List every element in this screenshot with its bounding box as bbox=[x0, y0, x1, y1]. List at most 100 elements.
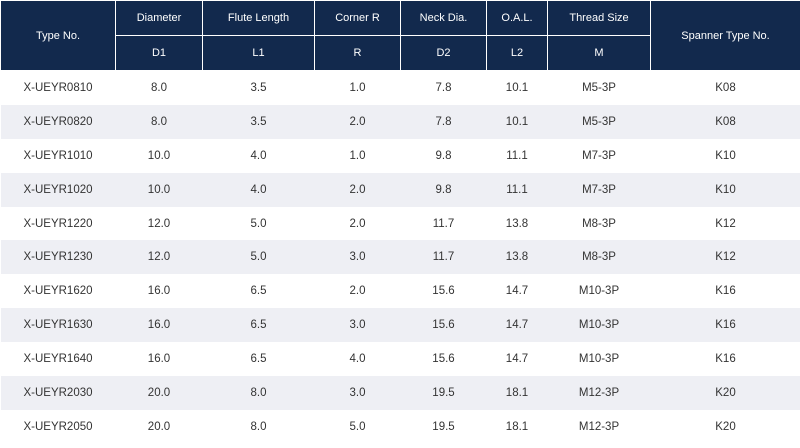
oal-cell: 10.1 bbox=[486, 104, 548, 139]
table-row: X-UEYR1020 10.0 4.0 2.0 9.8 11.1 M7-3P K10 bbox=[0, 172, 800, 207]
corner-r-cell: 2.0 bbox=[314, 104, 401, 139]
neck-dia-cell: 7.8 bbox=[400, 70, 487, 105]
spanner-type-cell: K08 bbox=[650, 70, 800, 105]
corner-r-cell: 1.0 bbox=[314, 138, 401, 173]
type-no-cell: X-UEYR1630 bbox=[0, 308, 116, 343]
neck-dia-cell: 9.8 bbox=[400, 138, 487, 173]
spanner-type-cell: K16 bbox=[650, 274, 800, 309]
flute-length-cell: 3.5 bbox=[202, 70, 315, 105]
thread-size-cell: M8-3P bbox=[547, 240, 651, 275]
table-row: X-UEYR1620 16.0 6.5 2.0 15.6 14.7 M10-3P K16 bbox=[0, 274, 800, 309]
flute-length-cell: 6.5 bbox=[202, 274, 315, 309]
table-row: X-UEYR1010 10.0 4.0 1.0 9.8 11.1 M7-3P K10 bbox=[0, 138, 800, 173]
flute-length-cell: 8.0 bbox=[202, 409, 315, 444]
thread-size-cell: M12-3P bbox=[547, 376, 651, 410]
neck-dia-cell: 15.6 bbox=[400, 342, 487, 377]
spanner-type-cell: K20 bbox=[650, 409, 800, 444]
corner-r-cell: 3.0 bbox=[314, 308, 401, 343]
flute-length-cell: 4.0 bbox=[202, 172, 315, 207]
spanner-type-cell: K08 bbox=[650, 104, 800, 139]
diameter-cell: 16.0 bbox=[115, 342, 203, 377]
header-symbol-r: R bbox=[314, 35, 401, 71]
neck-dia-cell: 11.7 bbox=[400, 206, 487, 241]
header-thread-size: Thread Size bbox=[547, 0, 651, 36]
corner-r-cell: 2.0 bbox=[314, 274, 401, 309]
flute-length-cell: 5.0 bbox=[202, 240, 315, 275]
oal-cell: 11.1 bbox=[486, 172, 548, 207]
table-row: X-UEYR2030 20.0 8.0 3.0 19.5 18.1 M12-3P K20 bbox=[0, 376, 800, 410]
diameter-cell: 20.0 bbox=[115, 376, 203, 410]
neck-dia-cell: 19.5 bbox=[400, 409, 487, 444]
corner-r-cell: 2.0 bbox=[314, 206, 401, 241]
neck-dia-cell: 19.5 bbox=[400, 376, 487, 410]
thread-size-cell: M5-3P bbox=[547, 104, 651, 139]
oal-cell: 13.8 bbox=[486, 206, 548, 241]
thread-size-cell: M5-3P bbox=[547, 70, 651, 105]
table-row: X-UEYR1220 12.0 5.0 2.0 11.7 13.8 M8-3P K12 bbox=[0, 206, 800, 241]
thread-size-cell: M10-3P bbox=[547, 342, 651, 377]
oal-cell: 14.7 bbox=[486, 274, 548, 309]
corner-r-cell: 1.0 bbox=[314, 70, 401, 105]
flute-length-cell: 8.0 bbox=[202, 376, 315, 410]
thread-size-cell: M12-3P bbox=[547, 409, 651, 444]
spanner-type-cell: K16 bbox=[650, 342, 800, 377]
neck-dia-cell: 11.7 bbox=[400, 240, 487, 275]
header-corner-r: Corner R bbox=[314, 0, 401, 36]
type-no-cell: X-UEYR2030 bbox=[0, 376, 116, 410]
header-symbol-d2: D2 bbox=[400, 35, 487, 71]
header-symbol-d1: D1 bbox=[115, 35, 203, 71]
type-no-cell: X-UEYR2050 bbox=[0, 409, 116, 444]
header-spanner-type: Spanner Type No. bbox=[650, 0, 800, 71]
oal-cell: 14.7 bbox=[486, 308, 548, 343]
type-no-cell: X-UEYR1220 bbox=[0, 206, 116, 241]
header-neck-dia: Neck Dia. bbox=[400, 0, 487, 36]
table-row: X-UEYR0810 8.0 3.5 1.0 7.8 10.1 M5-3P K08 bbox=[0, 70, 800, 105]
table-row: X-UEYR2050 20.0 8.0 5.0 19.5 18.1 M12-3P K20 bbox=[0, 409, 800, 444]
oal-cell: 18.1 bbox=[486, 376, 548, 410]
thread-size-cell: M10-3P bbox=[547, 274, 651, 309]
flute-length-cell: 6.5 bbox=[202, 308, 315, 343]
spanner-type-cell: K10 bbox=[650, 172, 800, 207]
table-row: X-UEYR1230 12.0 5.0 3.0 11.7 13.8 M8-3P K12 bbox=[0, 240, 800, 275]
diameter-cell: 8.0 bbox=[115, 70, 203, 105]
diameter-cell: 10.0 bbox=[115, 172, 203, 207]
type-no-cell: X-UEYR1230 bbox=[0, 240, 116, 275]
corner-r-cell: 4.0 bbox=[314, 342, 401, 377]
diameter-cell: 12.0 bbox=[115, 206, 203, 241]
header-diameter: Diameter bbox=[115, 0, 203, 36]
thread-size-cell: M10-3P bbox=[547, 308, 651, 343]
type-no-cell: X-UEYR1020 bbox=[0, 172, 116, 207]
diameter-cell: 8.0 bbox=[115, 104, 203, 139]
corner-r-cell: 2.0 bbox=[314, 172, 401, 207]
header-row-symbols: D1 L1 R D2 L2 M bbox=[1, 35, 800, 71]
corner-r-cell: 3.0 bbox=[314, 240, 401, 275]
corner-r-cell: 5.0 bbox=[314, 409, 401, 444]
type-no-cell: X-UEYR1620 bbox=[0, 274, 116, 309]
diameter-cell: 16.0 bbox=[115, 274, 203, 309]
header-symbol-m: M bbox=[547, 35, 651, 71]
table-body: X-UEYR0810 8.0 3.5 1.0 7.8 10.1 M5-3P K08 X-UEYR… bbox=[0, 70, 800, 444]
thread-size-cell: M7-3P bbox=[547, 138, 651, 173]
spanner-type-cell: K16 bbox=[650, 308, 800, 343]
header-oal: O.A.L. bbox=[486, 0, 548, 36]
table-row: X-UEYR0820 8.0 3.5 2.0 7.8 10.1 M5-3P K08 bbox=[0, 104, 800, 139]
spanner-type-cell: K12 bbox=[650, 240, 800, 275]
neck-dia-cell: 15.6 bbox=[400, 308, 487, 343]
oal-cell: 13.8 bbox=[486, 240, 548, 275]
type-no-cell: X-UEYR1010 bbox=[0, 138, 116, 173]
oal-cell: 14.7 bbox=[486, 342, 548, 377]
flute-length-cell: 6.5 bbox=[202, 342, 315, 377]
neck-dia-cell: 7.8 bbox=[400, 104, 487, 139]
thread-size-cell: M8-3P bbox=[547, 206, 651, 241]
diameter-cell: 20.0 bbox=[115, 409, 203, 444]
flute-length-cell: 4.0 bbox=[202, 138, 315, 173]
header-type-no: Type No. bbox=[0, 0, 116, 71]
diameter-cell: 12.0 bbox=[115, 240, 203, 275]
table-header: Type No. Diameter Flute Length Corner R … bbox=[0, 0, 800, 71]
spanner-type-cell: K10 bbox=[650, 138, 800, 173]
diameter-cell: 10.0 bbox=[115, 138, 203, 173]
neck-dia-cell: 9.8 bbox=[400, 172, 487, 207]
thread-size-cell: M7-3P bbox=[547, 172, 651, 207]
corner-r-cell: 3.0 bbox=[314, 376, 401, 410]
